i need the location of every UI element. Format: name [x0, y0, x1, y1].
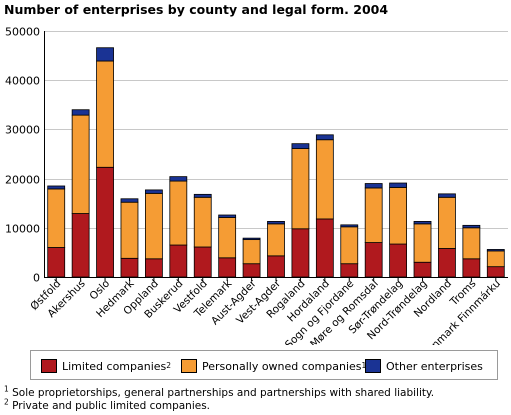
bar-personal-14 [389, 187, 408, 245]
bar-personal-17 [462, 227, 481, 260]
footnote-1-text: Sole proprietorships, general partnershi… [8, 387, 435, 399]
y-tick-label-40000: 40000 [5, 75, 40, 88]
bar-personal-6 [193, 196, 212, 248]
bar-other-2 [96, 47, 114, 62]
bar-other-12 [340, 224, 359, 228]
bar-limited-0 [47, 247, 66, 278]
stacked-bar-chart: 01000020000300004000050000ØstfoldAkershu… [5, 26, 508, 345]
bar-personal-10 [291, 148, 310, 230]
legend-swatch-personal [181, 359, 197, 373]
bar-other-13 [364, 183, 383, 189]
legend-item-personal: Personally owned companies 1 [181, 358, 366, 374]
footnote-1: 1 Sole proprietorships, general partners… [4, 384, 435, 400]
bar-limited-1 [71, 213, 90, 278]
bar-other-15 [413, 221, 432, 225]
bar-personal-0 [47, 188, 66, 248]
bar-personal-2 [96, 60, 114, 168]
bar-personal-9 [267, 223, 285, 257]
bar-personal-3 [120, 201, 139, 259]
y-tick-label-20000: 20000 [5, 174, 40, 187]
footnote-2: 2 Private and public limited companies. [4, 397, 434, 413]
bar-other-18 [486, 249, 505, 252]
bar-limited-7 [218, 257, 237, 278]
legend-swatch-limited [41, 359, 57, 373]
bar-other-17 [462, 224, 481, 229]
bar-other-6 [193, 193, 212, 198]
bar-limited-10 [291, 228, 310, 278]
bar-limited-2 [96, 166, 114, 278]
bar-personal-5 [169, 180, 188, 246]
bar-personal-7 [218, 217, 237, 259]
bar-personal-8 [242, 239, 261, 265]
y-tick-label-30000: 30000 [5, 124, 40, 137]
bar-limited-9 [267, 255, 285, 278]
bar-limited-3 [120, 257, 139, 278]
bar-other-5 [169, 176, 188, 182]
bar-other-0 [47, 185, 66, 190]
bar-other-7 [218, 214, 237, 218]
legend-label-personal: Personally owned companies [202, 359, 362, 373]
bar-limited-16 [438, 248, 456, 278]
legend-label-other: Other enterprises [386, 359, 483, 373]
bar-other-1 [71, 109, 90, 116]
y-tick-label-10000: 10000 [5, 223, 40, 236]
bar-limited-18 [486, 266, 505, 278]
y-tick-label-50000: 50000 [5, 26, 40, 39]
bar-limited-14 [389, 243, 408, 278]
legend-item-limited: Limited companies 2 [41, 358, 171, 374]
bar-limited-15 [413, 261, 432, 278]
footnote-1-marker: 1 [4, 384, 9, 394]
bar-personal-18 [486, 250, 505, 268]
legend-item-other: Other enterprises [365, 358, 483, 374]
bar-limited-6 [193, 246, 212, 278]
footnote-2-text: Private and public limited companies. [8, 400, 211, 412]
bar-personal-4 [144, 192, 163, 260]
chart-legend: Limited companies 2 Personally owned comp… [30, 350, 498, 380]
bar-other-8 [242, 237, 261, 241]
bar-limited-13 [364, 242, 383, 278]
bar-other-14 [389, 182, 408, 188]
footnote-2-marker: 2 [4, 397, 9, 407]
bar-other-11 [315, 134, 334, 141]
bar-other-3 [120, 198, 139, 203]
bar-personal-11 [315, 139, 334, 220]
bar-personal-13 [364, 187, 383, 243]
bar-limited-11 [315, 218, 334, 278]
bar-limited-17 [462, 258, 481, 278]
bar-limited-4 [144, 258, 163, 278]
bar-other-16 [438, 193, 456, 198]
bar-other-10 [291, 143, 310, 149]
bar-limited-8 [242, 263, 261, 278]
y-tick-label-0: 0 [33, 272, 40, 285]
chart-title: Number of enterprises by county and lega… [4, 2, 389, 17]
footnotes: 1 Sole proprietorships, general partners… [4, 384, 435, 413]
bar-other-9 [267, 221, 285, 225]
bar-personal-15 [413, 223, 432, 263]
bar-limited-12 [340, 263, 359, 278]
bar-limited-5 [169, 244, 188, 278]
bar-other-4 [144, 189, 163, 194]
bar-personal-16 [438, 196, 456, 249]
bar-personal-1 [71, 114, 90, 214]
bar-personal-12 [340, 226, 359, 265]
legend-label-limited: Limited companies [62, 359, 167, 373]
legend-swatch-other [365, 359, 381, 373]
